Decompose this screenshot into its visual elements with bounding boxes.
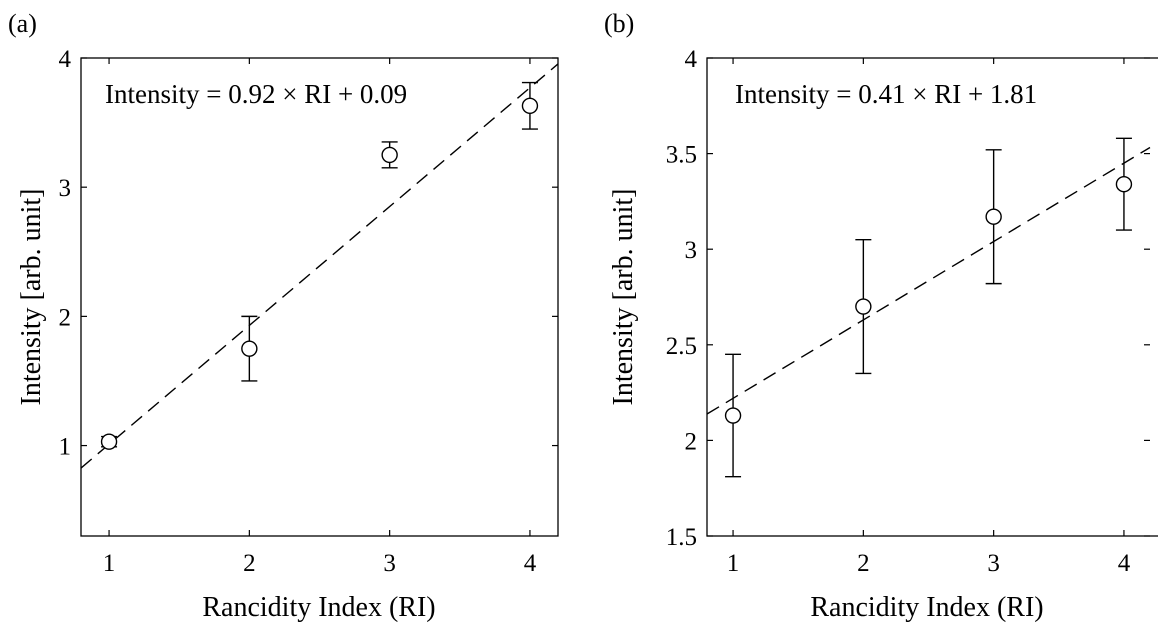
y-axis-label-a: Intensity [arb. unit] [16,189,47,406]
panel-b: (b) 1 2 3 4 1.5 2 2.5 3 3.5 4 Intensity = 0.41 × … [604,9,1158,623]
y-tick-label: 2 [685,428,698,455]
x-tick-label: 3 [383,550,396,577]
x-tick-label: 3 [987,550,1000,577]
x-tick-label: 4 [1118,550,1131,577]
y-tick-label: 3 [685,237,698,264]
data-point [381,146,398,164]
y-axis-label-b: Intensity [arb. unit] [608,189,639,406]
data-point [855,298,872,315]
y-tick-label: 1.5 [666,524,697,551]
data-point [985,208,1002,225]
data-point [1115,175,1133,193]
x-tick-label: 1 [727,550,740,577]
y-tick-label: 2.5 [666,333,697,360]
y-tick-label: 2 [59,304,72,331]
fit-equation-a: Intensity = 0.92 × RI + 0.09 [105,79,407,109]
plot-frame-a [80,57,559,537]
y-tick-label: 1 [59,434,72,461]
x-axis-label-a: Rancidity Index (RI) [202,592,435,623]
x-tick-label: 1 [103,550,116,577]
data-point [241,340,258,357]
x-tick-label: 4 [524,550,537,577]
data-point [100,433,118,450]
y-tick-label: 3.5 [666,142,697,169]
data-point [724,407,742,424]
data-point [521,97,539,115]
panel-a: (a) 1 2 3 4 1 2 3 4 Intensity = 0.92 × RI + 0.0… [8,9,559,623]
fit-line [80,63,559,469]
y-tick-label: 3 [59,175,72,202]
panel-label-b: (b) [604,9,634,38]
fit-equation-b: Intensity = 0.41 × RI + 1.81 [735,79,1037,109]
x-tick-label: 2 [857,550,870,577]
y-tick-label: 4 [59,46,72,73]
fit-line [706,146,1151,415]
y-tick-label: 4 [685,46,698,73]
plot-frame-b [706,57,1158,537]
x-axis-label-b: Rancidity Index (RI) [810,592,1043,623]
x-tick-label: 2 [243,550,256,577]
panel-label-a: (a) [8,9,37,38]
